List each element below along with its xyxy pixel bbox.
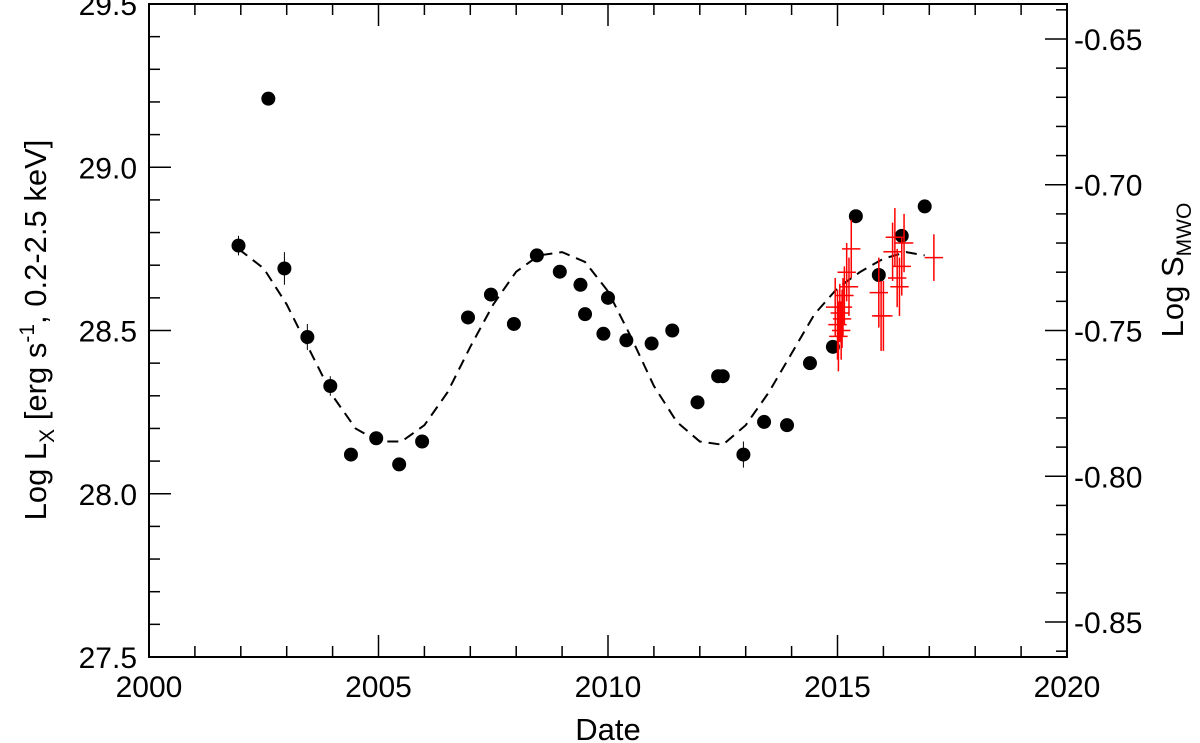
data-point	[757, 414, 772, 429]
data-point	[415, 434, 430, 449]
data-point	[596, 326, 611, 341]
data-point	[894, 228, 909, 243]
data-point	[825, 339, 840, 354]
y-right-tick-label: -0.80	[1074, 461, 1142, 494]
y-left-title-sup: -1	[16, 324, 39, 343]
y-left-tick-label: 27.5	[79, 642, 137, 675]
chromospheric-points	[826, 208, 944, 372]
data-point	[231, 238, 246, 253]
y-right-tick-label: -0.85	[1074, 607, 1142, 640]
x-tick-label: 2005	[345, 671, 412, 704]
data-point	[848, 209, 863, 224]
y-left-axis-title: Log LX [erg s-1, 0.2-2.5 keV]	[16, 140, 59, 521]
data-point	[506, 316, 521, 331]
data-point	[578, 307, 593, 322]
data-point	[343, 447, 358, 462]
y-right-axis-title: Log SMWO	[1155, 203, 1196, 338]
data-point	[323, 379, 338, 394]
y-right-title-prefix: Log S	[1155, 256, 1190, 337]
y-right-tick-label: -0.65	[1074, 24, 1142, 57]
axis-ticks	[148, 3, 1068, 658]
data-point	[529, 248, 544, 263]
data-point	[802, 356, 817, 371]
x-tick-label: 2015	[804, 671, 871, 704]
data-point	[573, 277, 588, 292]
data-point	[552, 264, 567, 279]
x-axis-title: Date	[575, 712, 640, 743]
data-point	[619, 333, 634, 348]
y-left-title-prefix: Log L	[18, 443, 53, 521]
y-left-title-mid1: [erg s	[18, 343, 53, 429]
fit-curve	[237, 248, 925, 446]
data-point	[261, 91, 276, 106]
y-right-tick-label: -0.70	[1074, 170, 1142, 203]
y-left-title-sub: X	[36, 429, 59, 443]
data-point	[665, 323, 680, 338]
data-point	[461, 310, 476, 325]
data-point	[369, 431, 384, 446]
tick-labels: 2000 2005 2010 2015 2020 27.5 28.0 28.5 29.0 29.5…	[79, 0, 1143, 704]
x-tick-label: 2020	[1034, 671, 1101, 704]
data-point	[715, 369, 730, 384]
xray-points	[231, 91, 932, 472]
data-point	[277, 261, 292, 276]
dashed-fit-line	[237, 248, 925, 446]
x-tick-label: 2000	[116, 671, 183, 704]
y-right-title-sub: MWO	[1173, 203, 1196, 257]
data-point	[644, 336, 659, 351]
x-tick-label: 2010	[575, 671, 642, 704]
y-left-tick-label: 29.5	[79, 0, 137, 22]
data-point	[300, 330, 315, 345]
y-left-title-mid2: , 0.2-2.5 keV]	[18, 140, 53, 324]
data-point	[601, 290, 615, 305]
data-point	[736, 447, 751, 462]
data-point	[690, 395, 705, 410]
y-left-tick-label: 29.0	[79, 152, 137, 185]
y-right-tick-label: -0.75	[1074, 316, 1142, 349]
data-point	[780, 418, 795, 433]
y-left-tick-label: 28.0	[79, 479, 137, 512]
y-left-tick-label: 28.5	[79, 316, 137, 349]
data-point	[917, 199, 932, 214]
data-point	[483, 287, 498, 302]
data-point	[392, 457, 407, 472]
